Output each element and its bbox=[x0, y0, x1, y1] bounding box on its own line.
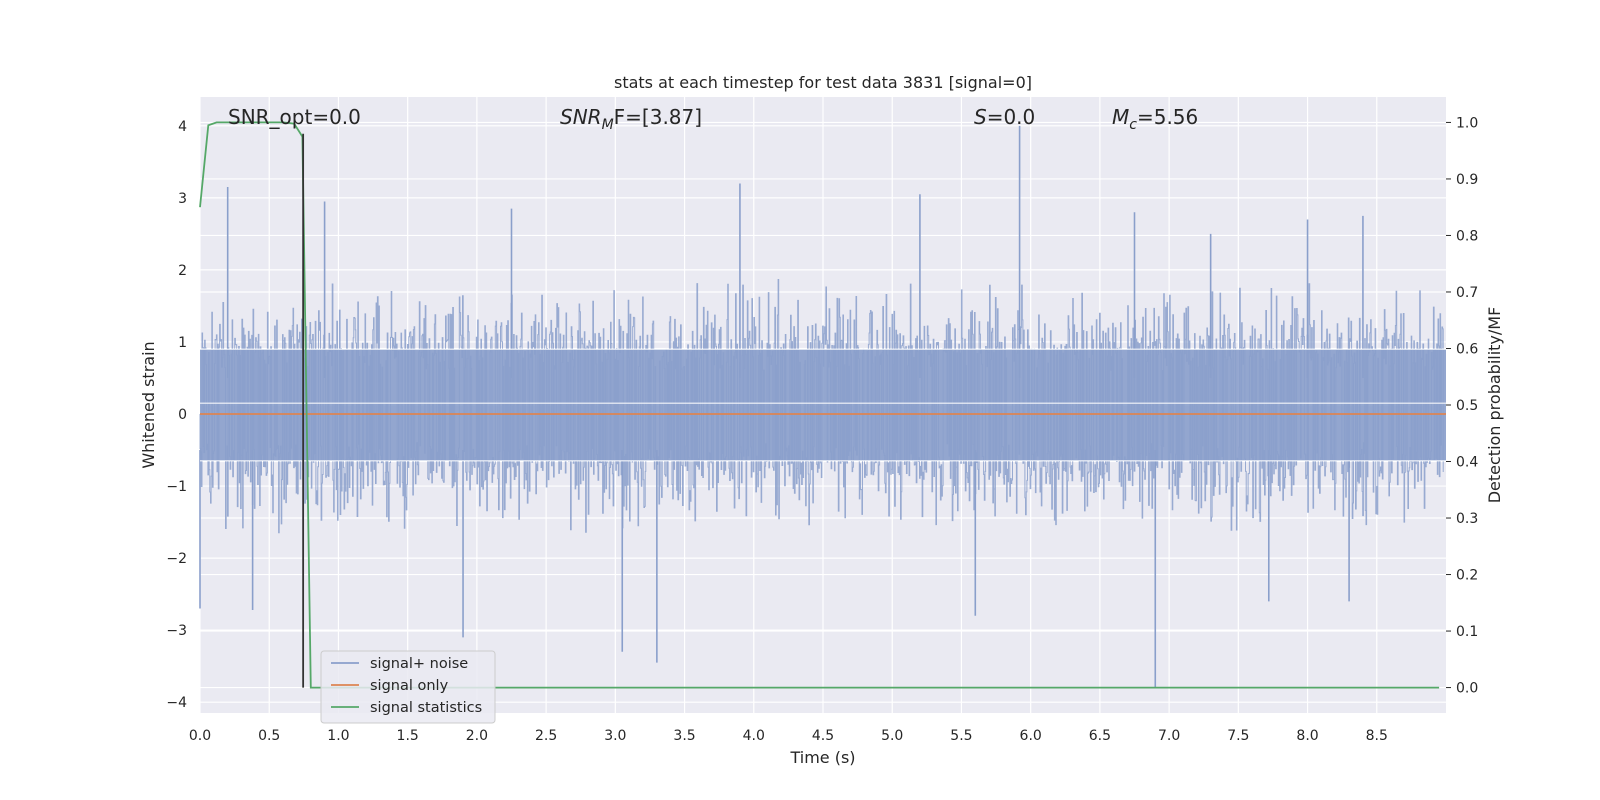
x-tick-label: 3.5 bbox=[673, 728, 695, 744]
x-tick-label: 0.5 bbox=[258, 728, 280, 744]
x-tick-label: 8.5 bbox=[1366, 728, 1388, 744]
x-tick-label: 5.5 bbox=[950, 728, 972, 744]
x-tick-label: 7.5 bbox=[1227, 728, 1249, 744]
y-tick-label: −4 bbox=[166, 695, 187, 711]
x-tick-label: 6.5 bbox=[1089, 728, 1111, 744]
series-line-signal-statistics bbox=[199, 121, 1440, 689]
y-tick-label: 3 bbox=[178, 191, 187, 207]
legend-label-signal-only: signal only bbox=[370, 678, 449, 694]
x-tick-label: 5.0 bbox=[881, 728, 903, 744]
y-right-tick-label: 1.0 bbox=[1456, 115, 1478, 131]
y-tick-labels: 4 3 2 1 0 −1 −2 −3 −4 bbox=[166, 119, 187, 711]
noise-dense-band bbox=[200, 349, 1446, 461]
legend: signal+ noise signal only signal statist… bbox=[320, 650, 496, 724]
line-series bbox=[199, 121, 1446, 689]
x-tick-label: 2.0 bbox=[466, 728, 488, 744]
x-axis-label: Time (s) bbox=[789, 748, 855, 767]
y-right-tick-label: 0.6 bbox=[1456, 341, 1478, 357]
x-tick-label: 7.0 bbox=[1158, 728, 1180, 744]
x-tick-label: 4.0 bbox=[743, 728, 765, 744]
y-right-tick-label: 0.5 bbox=[1456, 398, 1478, 414]
y-axis-label: Whitened strain bbox=[139, 341, 158, 468]
y-right-tick-labels: 1.0 0.9 0.8 0.7 0.6 0.5 0.4 0.3 0.2 0.1 0.0 bbox=[1446, 115, 1478, 697]
x-tick-label: 1.0 bbox=[327, 728, 349, 744]
y-right-tick-label: 0.0 bbox=[1456, 681, 1478, 697]
y-tick-label: 2 bbox=[178, 263, 187, 279]
x-tick-label: 0.0 bbox=[189, 728, 211, 744]
noise-series bbox=[199, 125, 1446, 688]
x-tick-label: 1.5 bbox=[397, 728, 419, 744]
x-tick-label: 3.0 bbox=[604, 728, 626, 744]
legend-label-signal-statistics: signal statistics bbox=[370, 700, 482, 716]
annotation-snr-opt: SNR_opt=0.0 bbox=[228, 105, 361, 129]
x-tick-label: 8.0 bbox=[1296, 728, 1318, 744]
y-right-tick-label: 0.1 bbox=[1456, 624, 1478, 640]
x-tick-label: 6.0 bbox=[1020, 728, 1042, 744]
y-right-tick-label: 0.7 bbox=[1456, 285, 1478, 301]
legend-label-signal-noise: signal+ noise bbox=[370, 656, 468, 672]
annotation-s: S=0.0 bbox=[974, 105, 1035, 129]
y-tick-label: −1 bbox=[166, 479, 187, 495]
y-tick-label: −3 bbox=[166, 623, 187, 639]
y-right-tick-label: 0.3 bbox=[1456, 511, 1478, 527]
x-tick-label: 4.5 bbox=[812, 728, 834, 744]
y-right-tick-label: 0.4 bbox=[1456, 455, 1478, 471]
y-right-axis-label: Detection probability/MF bbox=[1485, 307, 1504, 504]
legend-box bbox=[320, 650, 496, 724]
annotation-mc: Mc=5.56 bbox=[1112, 105, 1198, 133]
y-right-tick-label: 0.8 bbox=[1456, 228, 1478, 244]
chart-title: stats at each timestep for test data 383… bbox=[614, 73, 1032, 92]
y-tick-label: 4 bbox=[178, 119, 187, 135]
annotation-snr-mf: SNRMF=[3.87] bbox=[560, 105, 702, 133]
y-right-tick-label: 0.9 bbox=[1456, 172, 1478, 188]
y-tick-label: 1 bbox=[178, 335, 187, 351]
y-tick-label: −2 bbox=[166, 551, 187, 567]
y-right-tick-label: 0.2 bbox=[1456, 568, 1478, 584]
y-tick-label: 0 bbox=[178, 407, 187, 423]
x-tick-labels: 0.0 0.5 1.0 1.5 2.0 2.5 3.0 3.5 4.0 4.5 5.0 5.5 6.0 6… bbox=[189, 728, 1388, 744]
x-tick-label: 2.5 bbox=[535, 728, 557, 744]
